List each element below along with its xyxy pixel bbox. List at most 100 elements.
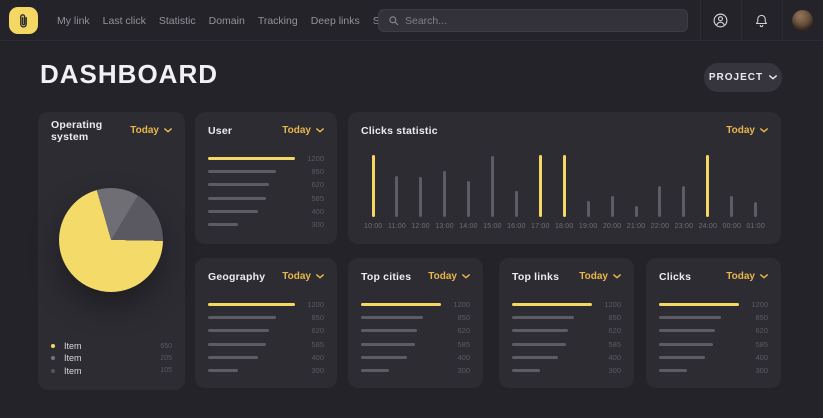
nav-item[interactable]: My link — [57, 15, 90, 27]
today-filter[interactable]: Today — [130, 125, 172, 136]
bar-value: 400 — [746, 353, 768, 362]
hbar-row: 300 — [659, 364, 768, 377]
today-filter[interactable]: Today — [282, 125, 324, 136]
bar — [208, 303, 295, 307]
card-title: Clicks statistic — [361, 125, 438, 137]
hbar-row: 585 — [361, 338, 470, 351]
hbar-row: 300 — [361, 364, 470, 377]
time-label: 18:00 — [555, 223, 574, 230]
bar — [512, 369, 540, 372]
hbar-row: 400 — [208, 351, 324, 364]
bar-track — [659, 342, 739, 346]
time-label: 22:00 — [651, 223, 670, 230]
search-box[interactable] — [378, 9, 688, 32]
card-title: Top links — [512, 271, 559, 283]
account-button[interactable] — [700, 0, 740, 41]
time-label: 11:00 — [388, 223, 406, 230]
hbar-row: 400 — [659, 351, 768, 364]
hbar-row: 620 — [208, 324, 324, 337]
hbar-chart: 1200 850 620 585 — [361, 298, 470, 377]
search-input[interactable] — [405, 15, 678, 27]
app-logo[interactable] — [9, 7, 38, 34]
hbar-chart: 1200 850 620 585 — [512, 298, 621, 377]
bar-value: 585 — [302, 194, 324, 203]
search-icon — [388, 15, 399, 26]
vbar — [515, 191, 518, 217]
nav-item[interactable]: Domain — [209, 15, 245, 27]
vbar-column: 00:00 — [723, 155, 742, 230]
vbar-column: 23:00 — [675, 155, 694, 230]
hbar-row: 850 — [208, 311, 324, 324]
today-filter[interactable]: Today — [726, 125, 768, 136]
vbar-track — [443, 155, 446, 217]
bar-value: 1200 — [599, 300, 621, 309]
vbar-column: 13:00 — [435, 155, 454, 230]
chevron-down-icon — [760, 128, 768, 133]
vbar — [563, 155, 566, 217]
hbar-row: 585 — [208, 192, 324, 205]
card-clicks: Clicks Today 1200 850 — [646, 258, 781, 388]
hbar-row: 300 — [512, 364, 621, 377]
bar — [361, 343, 415, 346]
bar-value: 300 — [599, 366, 621, 375]
bar-value: 850 — [302, 313, 324, 322]
nav-item[interactable]: Statistic — [159, 15, 196, 27]
legend-label: Item — [64, 353, 82, 363]
hbar-chart: 1200 850 620 585 — [208, 298, 324, 377]
today-filter[interactable]: Today — [579, 271, 621, 282]
time-label: 15:00 — [483, 223, 502, 230]
vbar-track — [563, 155, 566, 217]
card-title: Top cities — [361, 271, 411, 283]
card-geography: Geography Today 1200 850 — [195, 258, 337, 388]
vbar — [658, 186, 661, 217]
bar-value: 400 — [302, 353, 324, 362]
bar-value: 850 — [746, 313, 768, 322]
project-dropdown[interactable]: PROJECT — [704, 63, 782, 92]
vbar-column: 19:00 — [579, 155, 598, 230]
chevron-down-icon — [164, 128, 172, 133]
vbar — [491, 156, 494, 217]
bar-value: 400 — [448, 353, 470, 362]
bar-value: 585 — [599, 340, 621, 349]
hbar-row: 400 — [512, 351, 621, 364]
vbar — [706, 155, 709, 217]
bar-track — [659, 369, 739, 373]
bar-value: 400 — [302, 207, 324, 216]
bar-track — [361, 303, 441, 307]
bar-track — [208, 196, 295, 200]
hbar-row: 400 — [208, 205, 324, 218]
bar — [208, 343, 266, 346]
user-avatar[interactable] — [792, 10, 813, 31]
card-operating-system: Operating system Today Item 650 Item 205… — [38, 112, 185, 390]
time-label: 16:00 — [507, 223, 526, 230]
bar-track — [208, 316, 295, 320]
filter-label: Today — [726, 271, 755, 282]
bar-track — [208, 183, 295, 187]
bar-track — [512, 316, 592, 320]
vbar — [587, 201, 590, 217]
today-filter[interactable]: Today — [428, 271, 470, 282]
bar — [361, 303, 441, 307]
bar-track — [208, 170, 295, 174]
time-label: 20:00 — [603, 223, 622, 230]
time-label: 17:00 — [531, 223, 550, 230]
notifications-button[interactable] — [741, 0, 781, 41]
bar-track — [208, 209, 295, 213]
nav-item[interactable]: Deep links — [311, 15, 360, 27]
vbar-column: 20:00 — [603, 155, 622, 230]
bar — [659, 329, 715, 332]
today-filter[interactable]: Today — [282, 271, 324, 282]
hbar-row: 1200 — [361, 298, 470, 311]
bar-value: 300 — [302, 220, 324, 229]
card-title: User — [208, 125, 232, 137]
nav-item[interactable]: Tracking — [258, 15, 298, 27]
bar — [208, 210, 258, 213]
vbar — [730, 196, 733, 217]
today-filter[interactable]: Today — [726, 271, 768, 282]
hbar-row: 850 — [659, 311, 768, 324]
vbar-column: 14:00 — [459, 155, 478, 230]
legend-item: Item 650 — [51, 342, 172, 350]
bar-value: 850 — [302, 167, 324, 176]
hbar-row: 850 — [512, 311, 621, 324]
nav-item[interactable]: Last click — [103, 15, 146, 27]
